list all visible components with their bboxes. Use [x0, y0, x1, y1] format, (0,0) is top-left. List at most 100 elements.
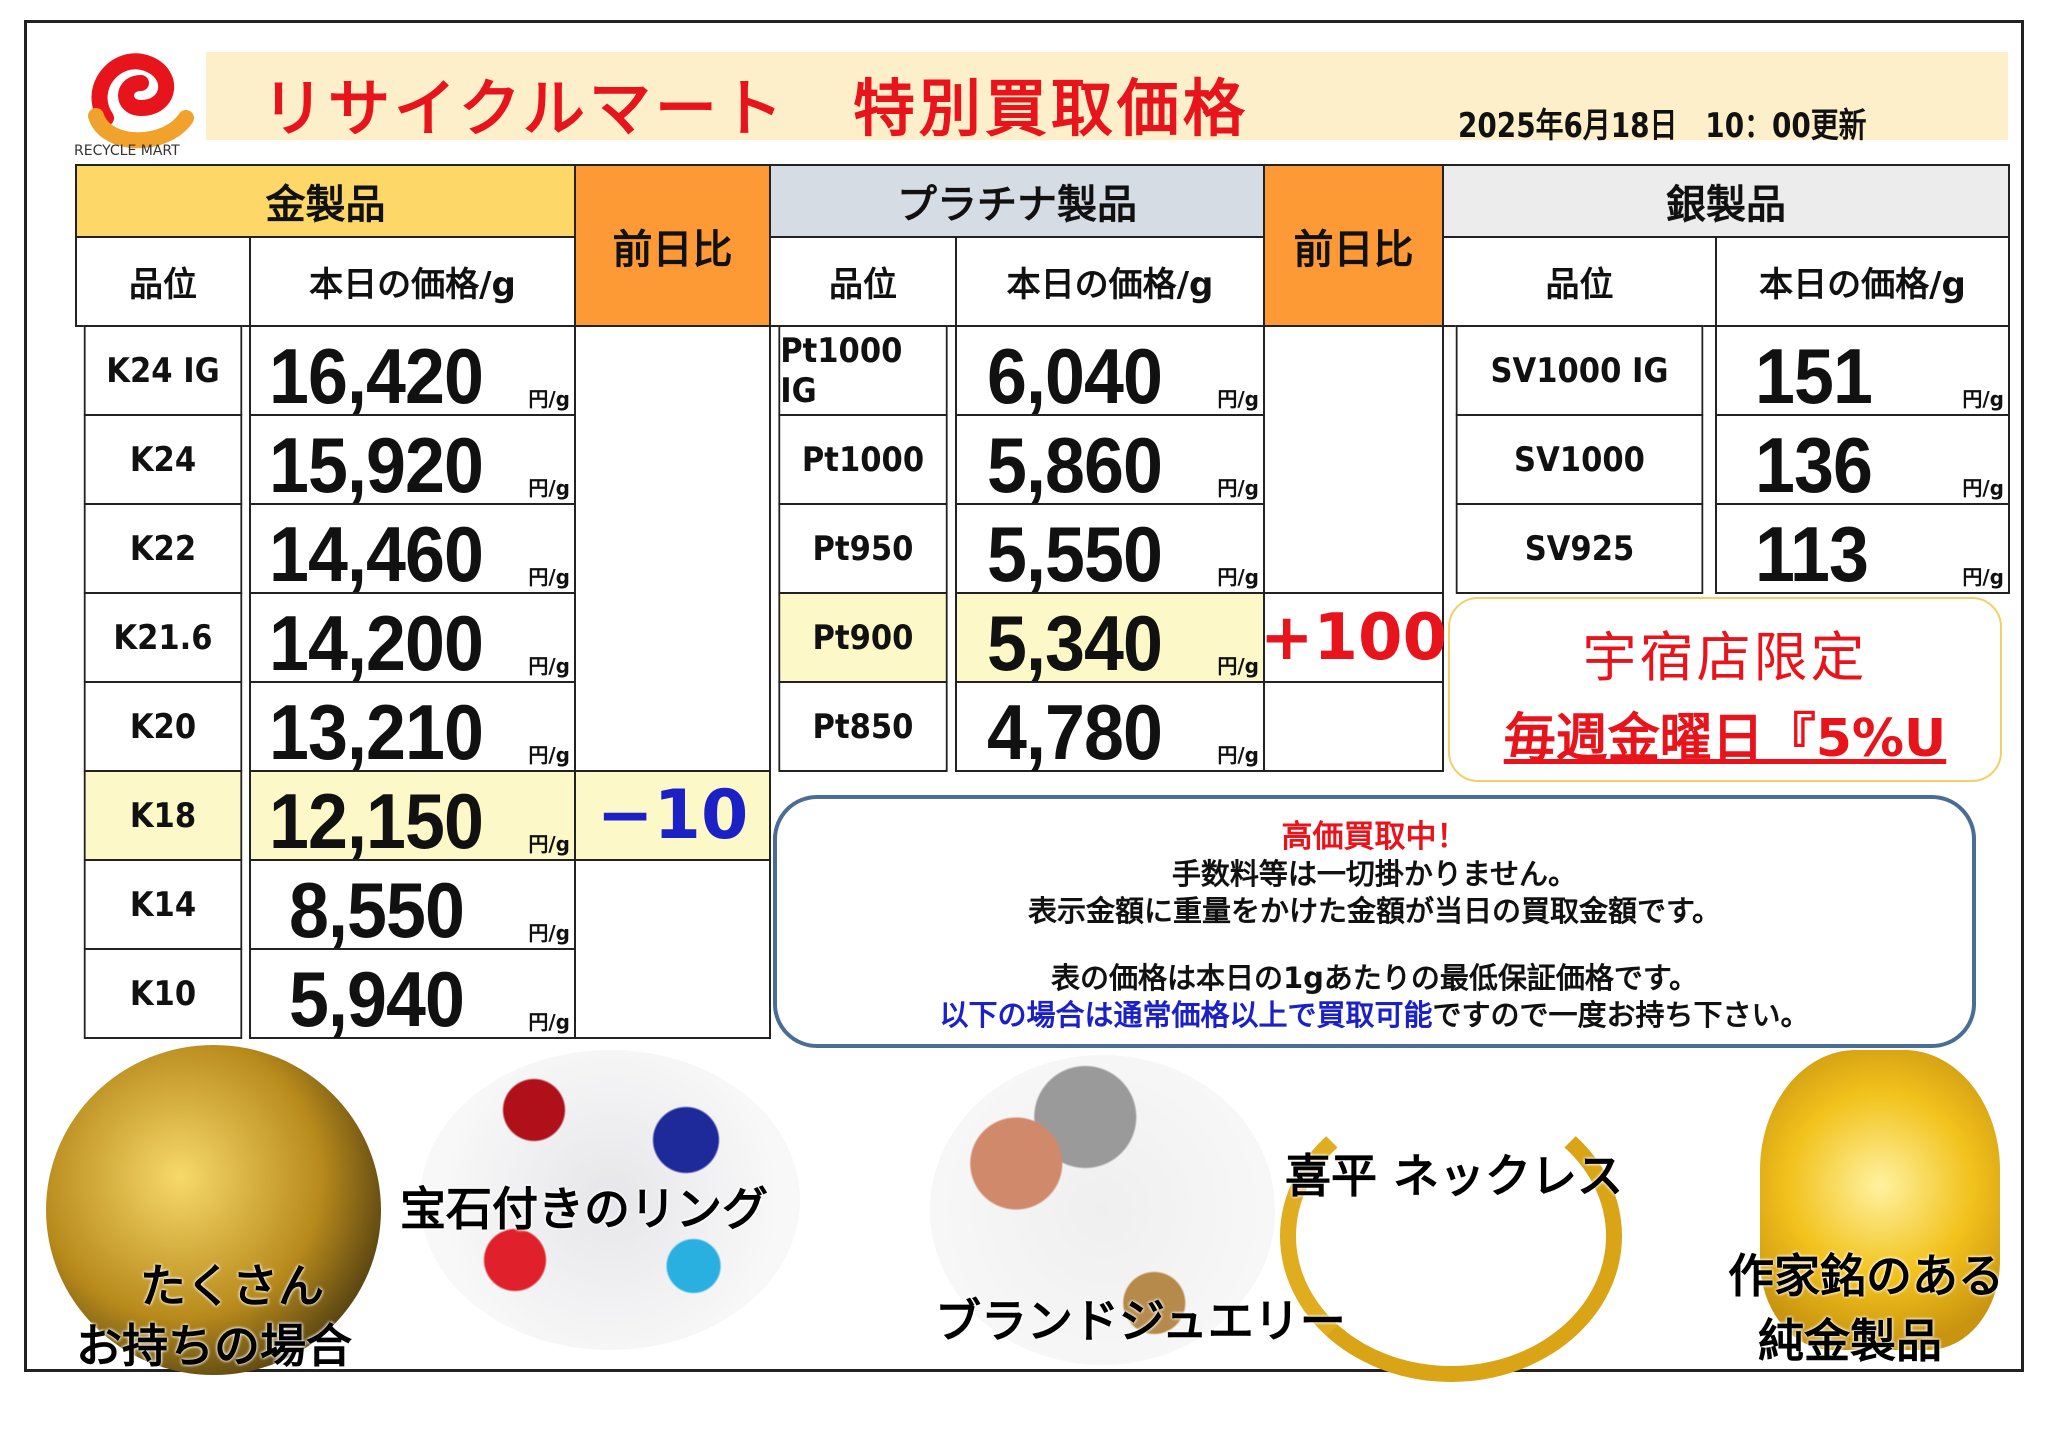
price-unit: 円/g: [528, 654, 570, 678]
caption-kihei-necklace: 喜平 ネックレス: [1285, 1149, 1624, 1203]
price-unit: 円/g: [1217, 387, 1259, 411]
price-cell: 14,200 円/g: [249, 592, 576, 687]
gold-grade: K20: [83, 681, 243, 772]
brand-jewelry-image: [930, 1055, 1275, 1365]
gold-grade: K14: [83, 859, 243, 950]
platinum-header: プラチナ製品: [769, 164, 1265, 238]
price-unit: 円/g: [528, 921, 570, 945]
gold-header: 金製品: [75, 164, 576, 238]
caption-many-items-2: お持ちの場合: [76, 1319, 352, 1373]
info-line-4: 以下の場合は通常価格以上で買取可能ですので一度お持ち下さい。: [777, 997, 1972, 1034]
caption-many-items-1: たくさん: [140, 1259, 324, 1313]
price-value: 14,460: [269, 510, 484, 598]
price-value: 5,340: [987, 599, 1163, 687]
caption-brand-jewelry: ブランドジュエリー: [935, 1294, 1346, 1348]
price-cell: 16,420 円/g: [249, 325, 576, 420]
price-value: 5,940: [289, 955, 465, 1043]
price-cell: 6,040 円/g: [955, 325, 1265, 420]
price-unit: 円/g: [1962, 476, 2004, 500]
promo-store-label: 宇宿店限定: [1582, 626, 1868, 689]
platinum-grade: Pt1000 IG: [778, 325, 948, 416]
price-cell: 5,340 円/g: [955, 592, 1265, 687]
price-value: 4,780: [987, 688, 1163, 776]
platinum-col-price: 本日の価格/g: [955, 236, 1265, 327]
silver-grade: SV925: [1455, 503, 1704, 594]
platinum-col-grade: 品位: [769, 236, 957, 327]
price-cell: 151 円/g: [1715, 325, 2010, 420]
price-unit: 円/g: [528, 387, 570, 411]
gold-pile-image: [46, 1045, 381, 1375]
silver-grade: SV1000: [1455, 414, 1704, 505]
title-banner: [206, 52, 2008, 140]
price-cell: 5,550 円/g: [955, 503, 1265, 598]
price-cell: 5,940 円/g: [249, 948, 576, 1043]
price-value: 8,550: [289, 866, 465, 954]
silver-grade: SV1000 IG: [1455, 325, 1704, 416]
gold-diff-empty: [574, 859, 771, 1039]
info-box: 高価買取中！ 手数料等は一切掛かりません。 表示金額に重量をかけた金額が当日の買…: [773, 795, 1976, 1048]
platinum-diff-pt900: +100: [1260, 592, 1447, 683]
price-value: 136: [1755, 421, 1873, 509]
platinum-diff-empty: [1263, 325, 1444, 594]
info-line-2: 表示金額に重量をかけた金額が当日の買取金額です。: [1027, 894, 1722, 928]
price-unit: 円/g: [528, 743, 570, 767]
page-frame: [24, 20, 2024, 1372]
price-unit: 円/g: [528, 1010, 570, 1034]
price-unit: 円/g: [528, 565, 570, 589]
platinum-diff-empty: [1263, 681, 1444, 772]
price-unit: 円/g: [528, 476, 570, 500]
price-value: 5,550: [987, 510, 1163, 598]
info-line-3: 表の価格は本日の1gあたりの最低保証価格です。: [1050, 961, 1699, 995]
price-cell: 5,860 円/g: [955, 414, 1265, 509]
updated-timestamp: 2025年6月18日 10：00更新: [1458, 106, 1867, 146]
price-cell: 15,920 円/g: [249, 414, 576, 509]
price-cell: 8,550 円/g: [249, 859, 576, 954]
info-headline: 高価買取中！: [1281, 819, 1468, 855]
gold-grade: K18: [83, 770, 243, 861]
gold-grade: K24: [83, 414, 243, 505]
caption-gem-rings: 宝石付きのリング: [400, 1182, 768, 1236]
gold-col-price: 本日の価格/g: [249, 236, 576, 327]
gold-grade: K10: [83, 948, 243, 1039]
platinum-diff-header: 前日比: [1263, 164, 1444, 327]
info-line-4-rest: ですので一度お持ち下さい。: [1432, 998, 1810, 1032]
price-value: 13,210: [269, 688, 484, 776]
gold-diff-header: 前日比: [574, 164, 771, 327]
price-cell: 12,150 円/g: [249, 770, 576, 865]
caption-artist-gold-1: 作家銘のある: [1728, 1249, 2004, 1303]
recycle-mart-logo: [88, 53, 194, 149]
price-unit: 円/g: [1217, 565, 1259, 589]
price-value: 151: [1755, 332, 1873, 420]
price-unit: 円/g: [1962, 387, 2004, 411]
platinum-grade: Pt950: [778, 503, 948, 594]
gold-incense-burner-image: [1760, 1050, 2000, 1350]
price-value: 15,920: [269, 421, 484, 509]
gold-diff-empty: [574, 325, 771, 772]
gem-rings-image: [420, 1050, 800, 1350]
platinum-grade: Pt900: [778, 592, 948, 683]
promo-weekly-offer: 毎週金曜日『5%U: [1503, 709, 1947, 769]
price-cell: 136 円/g: [1715, 414, 2010, 509]
price-cell: 113 円/g: [1715, 503, 2010, 598]
gold-col-grade: 品位: [75, 236, 251, 327]
logo-text: RECYCLE MART: [74, 143, 180, 159]
price-cell: 4,780 円/g: [955, 681, 1265, 776]
info-line-1: 手数料等は一切掛かりません。: [1171, 857, 1578, 891]
price-unit: 円/g: [1962, 565, 2004, 589]
page-title: リサイクルマート 特別買取価格: [262, 72, 1249, 145]
price-cell: 14,460 円/g: [249, 503, 576, 598]
price-unit: 円/g: [1217, 654, 1259, 678]
price-value: 12,150: [269, 777, 484, 865]
gold-grade: K24 IG: [83, 325, 243, 416]
caption-artist-gold-2: 純金製品: [1758, 1314, 1942, 1368]
platinum-grade: Pt1000: [778, 414, 948, 505]
price-value: 6,040: [987, 332, 1163, 420]
store-promo-box: 宇宿店限定 毎週金曜日『5%U: [1448, 597, 2002, 782]
price-unit: 円/g: [1217, 743, 1259, 767]
silver-header: 銀製品: [1442, 164, 2010, 238]
price-cell: 13,210 円/g: [249, 681, 576, 776]
silver-col-price: 本日の価格/g: [1715, 236, 2010, 327]
platinum-grade: Pt850: [778, 681, 948, 772]
price-unit: 円/g: [1217, 476, 1259, 500]
gold-grade: K21.6: [83, 592, 243, 683]
